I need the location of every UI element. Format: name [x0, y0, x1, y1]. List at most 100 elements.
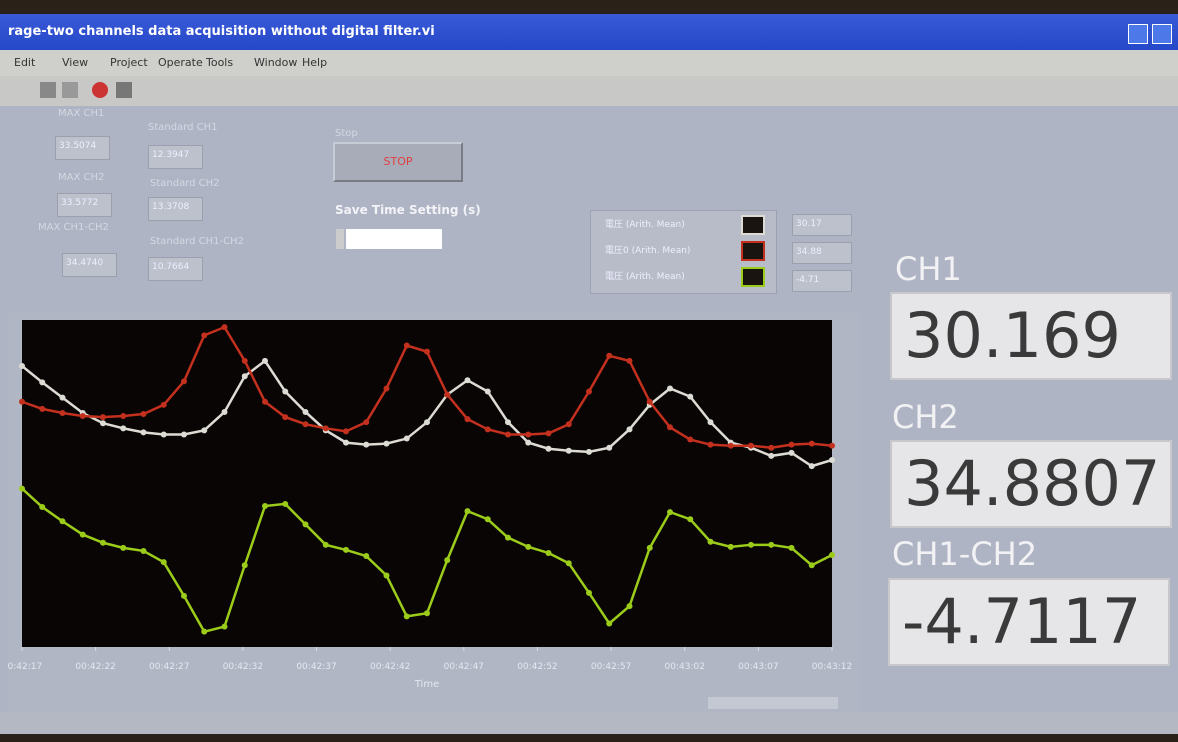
stop-label: Stop — [335, 128, 358, 139]
data-point — [80, 413, 86, 419]
data-point — [323, 542, 329, 548]
data-point — [647, 545, 653, 551]
data-point — [748, 542, 754, 548]
stop-button[interactable]: STOP — [333, 142, 463, 182]
data-point — [444, 557, 450, 563]
x-tick-label: 00:42:52 — [517, 662, 557, 672]
data-point — [485, 516, 491, 522]
data-point — [262, 503, 268, 509]
data-point — [505, 419, 511, 425]
x-tick-label: 00:43:12 — [812, 662, 852, 672]
pause-button[interactable] — [116, 82, 132, 98]
data-point — [525, 440, 531, 446]
data-point — [546, 446, 552, 452]
data-point — [181, 593, 187, 599]
menu-item[interactable]: View — [62, 56, 88, 69]
menu-item[interactable]: Help — [302, 56, 327, 69]
data-point — [120, 425, 126, 431]
legend-name: 電圧 (Arith. Mean) — [605, 269, 685, 282]
data-point — [201, 629, 207, 635]
data-point — [586, 590, 592, 596]
data-point — [343, 428, 349, 434]
data-point — [829, 443, 835, 449]
data-point — [242, 358, 248, 364]
scrollbar[interactable] — [708, 697, 838, 709]
save-time-input[interactable] — [346, 229, 442, 249]
indicator-label: Standard CH1 — [148, 122, 218, 133]
data-point — [586, 449, 592, 455]
data-point — [181, 431, 187, 437]
data-point — [566, 421, 572, 427]
data-point — [19, 486, 25, 492]
data-point — [586, 389, 592, 395]
data-point — [789, 442, 795, 448]
data-point — [343, 440, 349, 446]
data-point — [39, 379, 45, 385]
data-point — [708, 419, 714, 425]
data-point — [120, 545, 126, 551]
data-point — [282, 414, 288, 420]
menu-item[interactable]: Window — [254, 56, 297, 69]
data-point — [19, 399, 25, 405]
data-point — [485, 389, 491, 395]
menu-item[interactable]: Tools — [206, 56, 233, 69]
data-point — [141, 429, 147, 435]
legend-readout: -4.71 — [792, 270, 852, 292]
x-tick-label: 00:42:57 — [591, 662, 631, 672]
legend-name: 電圧0 (Arith. Mean) — [605, 243, 690, 256]
data-point — [606, 445, 612, 451]
data-point — [19, 363, 25, 369]
data-point — [829, 552, 835, 558]
data-point — [201, 332, 207, 338]
data-point — [424, 610, 430, 616]
indicator-value: 33.5074 — [55, 136, 110, 160]
data-point — [789, 450, 795, 456]
run-continuous-button[interactable] — [62, 82, 78, 98]
menu-item[interactable]: Project — [110, 56, 148, 69]
abort-button[interactable] — [92, 82, 108, 98]
data-point — [303, 409, 309, 415]
run-button[interactable] — [40, 82, 56, 98]
indicator-label: MAX CH1-CH2 — [38, 222, 109, 233]
data-point — [465, 508, 471, 514]
data-point — [667, 385, 673, 391]
x-axis-label: Time — [414, 679, 439, 690]
data-point — [687, 437, 693, 443]
data-point — [384, 441, 390, 447]
data-point — [222, 624, 228, 630]
display-label: CH1-CH2 — [892, 535, 1037, 573]
minimize-button[interactable] — [1128, 24, 1148, 44]
maximize-button[interactable] — [1152, 24, 1172, 44]
x-tick-label: 00:42:32 — [223, 662, 263, 672]
data-point — [687, 394, 693, 400]
save-time-label: Save Time Setting (s) — [335, 203, 481, 217]
menu-item[interactable]: Edit — [14, 56, 35, 69]
bezel — [0, 0, 1178, 14]
data-point — [809, 441, 815, 447]
x-tick-label: 00:43:02 — [665, 662, 705, 672]
data-point — [627, 426, 633, 432]
data-point — [39, 504, 45, 510]
data-point — [708, 442, 714, 448]
data-point — [728, 544, 734, 550]
data-point — [525, 431, 531, 437]
x-tick-label: 00:42:47 — [444, 662, 484, 672]
data-point — [485, 426, 491, 432]
legend-readout: 30.17 — [792, 214, 852, 236]
data-point — [242, 373, 248, 379]
x-tick-label: 00:42:22 — [75, 662, 115, 672]
menu-item[interactable]: Operate — [158, 56, 203, 69]
spin-control[interactable] — [336, 229, 344, 249]
waveform-chart: 00:42:1700:42:2200:42:2700:42:3200:42:37… — [8, 312, 860, 712]
data-point — [465, 416, 471, 422]
bezel-bottom — [0, 734, 1178, 742]
title-bar: rage-two channels data acquisition witho… — [0, 14, 1178, 50]
data-point — [687, 516, 693, 522]
data-point — [647, 399, 653, 405]
x-tick-label: 00:42:42 — [370, 662, 410, 672]
x-tick-label: 00:42:27 — [149, 662, 189, 672]
data-point — [525, 544, 531, 550]
data-point — [262, 358, 268, 364]
plot-legend: 電圧 (Arith. Mean)電圧0 (Arith. Mean)電圧 (Ari… — [590, 210, 777, 294]
data-point — [404, 343, 410, 349]
